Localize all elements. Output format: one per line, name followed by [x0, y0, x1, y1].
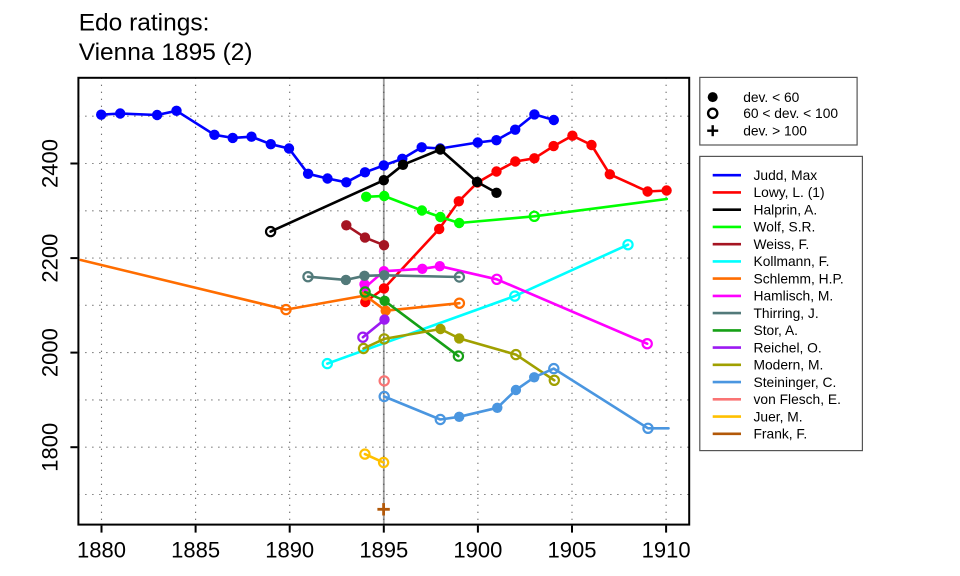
svg-text:Halprin, A.: Halprin, A.	[754, 203, 818, 218]
svg-text:60 < dev. < 100: 60 < dev. < 100	[743, 106, 838, 121]
svg-text:Wolf, S.R.: Wolf, S.R.	[754, 220, 816, 235]
svg-text:Weiss, F.: Weiss, F.	[754, 237, 810, 252]
svg-text:2000: 2000	[37, 328, 62, 377]
svg-text:2200: 2200	[37, 234, 62, 283]
svg-text:Thirring, J.: Thirring, J.	[754, 306, 819, 321]
svg-text:Lowy, L. (1): Lowy, L. (1)	[754, 185, 825, 200]
svg-text:Frank, F.: Frank, F.	[754, 427, 808, 442]
svg-text:1880: 1880	[77, 538, 126, 563]
svg-text:Reichel, O.: Reichel, O.	[754, 340, 822, 355]
svg-text:Kollmann, F.: Kollmann, F.	[754, 254, 830, 269]
svg-text:1910: 1910	[642, 538, 691, 563]
svg-text:Judd, Max: Judd, Max	[754, 168, 818, 183]
svg-text:Juer, M.: Juer, M.	[754, 409, 803, 424]
svg-text:von Flesch, E.: von Flesch, E.	[754, 392, 841, 407]
svg-text:dev. < 60: dev. < 60	[743, 90, 799, 105]
svg-text:Vienna 1895 (2): Vienna 1895 (2)	[79, 39, 253, 66]
svg-text:1900: 1900	[453, 538, 502, 563]
svg-text:1885: 1885	[171, 538, 220, 563]
svg-text:Stor, A.: Stor, A.	[754, 323, 798, 338]
svg-text:Modern, M.: Modern, M.	[754, 358, 824, 373]
svg-text:Schlemm, H.P.: Schlemm, H.P.	[754, 271, 844, 286]
svg-text:1800: 1800	[37, 423, 62, 472]
svg-text:dev. > 100: dev. > 100	[743, 124, 807, 139]
svg-text:1895: 1895	[359, 538, 408, 563]
svg-text:Edo ratings:: Edo ratings:	[79, 9, 210, 36]
svg-text:Steininger, C.: Steininger, C.	[754, 375, 837, 390]
svg-text:1890: 1890	[265, 538, 314, 563]
svg-text:1905: 1905	[548, 538, 597, 563]
svg-text:2400: 2400	[37, 139, 62, 188]
svg-text:Hamlisch, M.: Hamlisch, M.	[754, 289, 834, 304]
